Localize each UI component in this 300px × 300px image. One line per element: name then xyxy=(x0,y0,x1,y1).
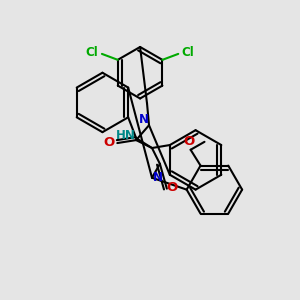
Text: Cl: Cl xyxy=(182,46,194,59)
Text: N: N xyxy=(139,113,149,126)
Text: HN: HN xyxy=(116,129,136,142)
Text: O: O xyxy=(104,136,115,148)
Text: O: O xyxy=(166,181,177,194)
Text: Cl: Cl xyxy=(86,46,98,59)
Text: N: N xyxy=(153,171,163,184)
Text: O: O xyxy=(183,135,194,148)
